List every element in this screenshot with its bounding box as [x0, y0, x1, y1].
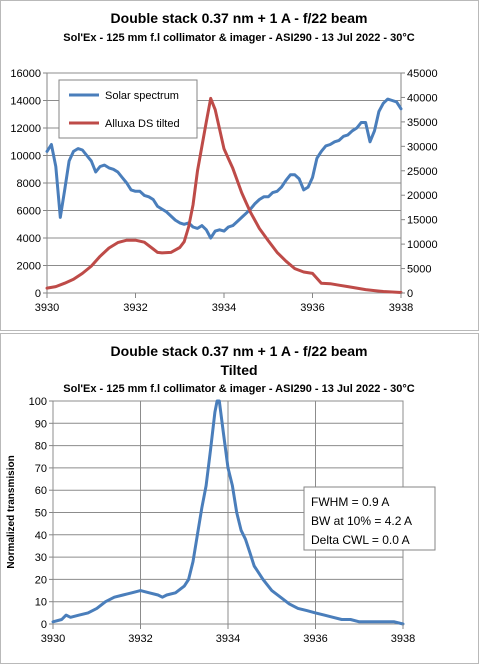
top-xtick-label-3934: 3934	[212, 302, 236, 314]
annotation-bw-10: BW at 10% = 4.2 A	[311, 514, 412, 528]
top-y2tick-label-30000: 30000	[407, 141, 438, 153]
top-chart-panel: Double stack 0.37 nm + 1 A - f/22 beam S…	[0, 0, 479, 331]
top-y2tick-label-15000: 15000	[407, 215, 438, 227]
bottom-ytick-label-90: 90	[35, 418, 47, 430]
bottom-ytick-label-20: 20	[35, 574, 47, 586]
top-ytick-label-4000: 4000	[17, 233, 41, 245]
top-ytick-label-10000: 10000	[10, 151, 41, 163]
top-xtick-label-3936: 3936	[300, 302, 324, 314]
bottom-chart-title: Double stack 0.37 nm + 1 A - f/22 beam	[111, 343, 368, 359]
top-ytick-label-8000: 8000	[17, 178, 41, 190]
bottom-ytick-label-80: 80	[35, 441, 47, 453]
bottom-chart-subtitle: Sol'Ex - 125 mm f.l collimator & imager …	[63, 383, 414, 395]
legend-label-alluxa-ds-tilted: Alluxa DS tilted	[105, 118, 180, 130]
top-chart-svg: Double stack 0.37 nm + 1 A - f/22 beam S…	[10, 10, 438, 314]
bottom-annotation: FWHM = 0.9 A BW at 10% = 4.2 A Delta CWL…	[303, 486, 436, 551]
top-chart-title: Double stack 0.37 nm + 1 A - f/22 beam	[111, 10, 368, 26]
bottom-ytick-label-40: 40	[35, 530, 47, 542]
top-ytick-label-16000: 16000	[10, 68, 41, 80]
top-ytick-label-6000: 6000	[17, 206, 41, 218]
annotation-fwhm: FWHM = 0.9 A	[311, 495, 389, 509]
bottom-ytick-label-60: 60	[35, 485, 47, 497]
bottom-ytick-label-70: 70	[35, 463, 47, 475]
top-y2tick-label-5000: 5000	[407, 264, 431, 276]
top-y2tick-label-35000: 35000	[407, 117, 438, 129]
top-ytick-label-12000: 12000	[10, 123, 41, 135]
top-y2tick-label-45000: 45000	[407, 68, 438, 80]
bottom-ytick-label-0: 0	[41, 619, 47, 631]
top-ytick-label-2000: 2000	[17, 261, 41, 273]
top-xtick-label-3932: 3932	[123, 302, 147, 314]
bottom-ytick-label-30: 30	[35, 552, 47, 564]
top-series-line-alluxa-ds-tilted	[45, 96, 403, 294]
legend-label-solar-spectrum: Solar spectrum	[105, 90, 179, 102]
annotation-box	[303, 486, 436, 551]
bottom-chart-panel: Double stack 0.37 nm + 1 A - f/22 beam T…	[0, 333, 479, 664]
bottom-xtick-label-3932: 3932	[128, 633, 152, 645]
top-chart-subtitle: Sol'Ex - 125 mm f.l collimator & imager …	[63, 32, 414, 44]
bottom-chart-title-line2: Tilted	[220, 362, 257, 378]
top-series-line-solar-spectrum	[45, 97, 403, 240]
bottom-xtick-label-3934: 3934	[216, 633, 240, 645]
bottom-chart-svg: Double stack 0.37 nm + 1 A - f/22 beam T…	[6, 343, 436, 645]
bottom-ytick-label-50: 50	[35, 508, 47, 520]
bottom-xtick-label-3936: 3936	[303, 633, 327, 645]
top-y2tick-label-20000: 20000	[407, 190, 438, 202]
annotation-delta-cwl: Delta CWL = 0.0 A	[311, 533, 410, 547]
top-y2tick-label-40000: 40000	[407, 92, 438, 104]
bottom-series-line-transmission	[51, 399, 405, 626]
bottom-ytick-label-10: 10	[35, 597, 47, 609]
top-xtick-label-3938: 3938	[389, 302, 413, 314]
top-y2tick-label-0: 0	[407, 288, 413, 300]
top-y2tick-label-10000: 10000	[407, 239, 438, 251]
bottom-xtick-label-3930: 3930	[41, 633, 65, 645]
top-legend: Solar spectrum Alluxa DS tilted	[58, 79, 198, 139]
bottom-y-axis-title: Normalized transmision	[6, 455, 17, 568]
legend-box	[58, 79, 198, 139]
top-y2tick-label-25000: 25000	[407, 166, 438, 178]
top-xtick-label-3930: 3930	[35, 302, 59, 314]
top-ytick-label-0: 0	[35, 288, 41, 300]
bottom-ytick-label-100: 100	[29, 396, 47, 408]
top-ytick-label-14000: 14000	[10, 96, 41, 108]
bottom-xtick-label-3938: 3938	[391, 633, 415, 645]
